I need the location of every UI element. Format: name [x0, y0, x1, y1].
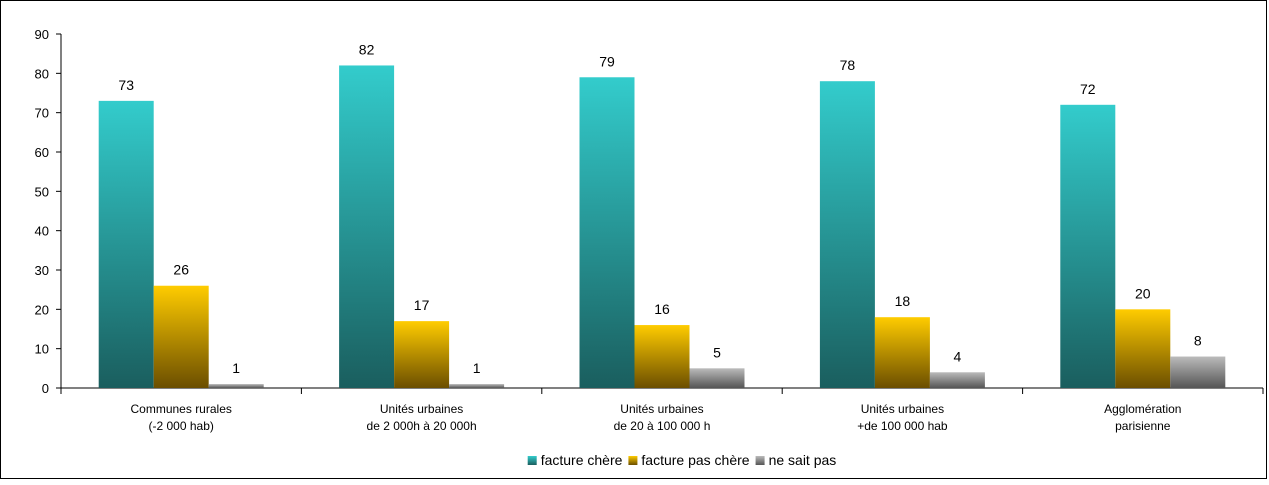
data-label: 79 — [599, 53, 615, 69]
legend-swatch — [527, 456, 537, 465]
x-category-label: de 2 000h à 20 000h — [367, 419, 477, 433]
y-tick-label: 60 — [35, 145, 49, 160]
bar — [1060, 104, 1116, 389]
legend-label: ne sait pas — [769, 452, 837, 468]
data-label: 18 — [895, 293, 911, 309]
data-label: 1 — [232, 360, 240, 376]
bar — [874, 317, 930, 388]
bar — [449, 384, 505, 388]
legend-swatch — [755, 456, 765, 465]
bar — [1115, 309, 1171, 388]
y-tick-label: 40 — [35, 224, 49, 239]
x-category-label: Unités urbaines — [861, 402, 944, 416]
data-label: 20 — [1135, 285, 1151, 301]
bar — [929, 372, 985, 388]
data-label: 82 — [359, 41, 375, 57]
x-category-label: de 20 à 100 000 h — [614, 419, 711, 433]
bar — [1170, 356, 1226, 388]
y-tick-label: 50 — [35, 184, 49, 199]
bar — [153, 285, 209, 388]
x-category-label: Communes rurales — [131, 402, 232, 416]
y-tick-label: 30 — [35, 263, 49, 278]
data-label: 26 — [173, 262, 189, 278]
y-tick-label: 80 — [35, 66, 49, 81]
x-category-label: Unités urbaines — [380, 402, 463, 416]
y-tick-label: 70 — [35, 106, 49, 121]
x-category-label: (-2 000 hab) — [149, 419, 214, 433]
x-category-label: Agglomération — [1104, 402, 1181, 416]
legend-label: facture chère — [541, 452, 623, 468]
data-label: 4 — [954, 348, 962, 364]
bar — [634, 325, 690, 388]
data-label: 73 — [118, 77, 134, 93]
bar — [339, 65, 395, 388]
data-label: 8 — [1194, 333, 1202, 349]
data-label: 17 — [414, 297, 430, 313]
data-labels: 73 26 1 82 17 1 79 16 5 78 18 4 72 20 8 — [118, 41, 1201, 376]
data-label: 72 — [1080, 81, 1096, 97]
bar — [579, 77, 635, 389]
data-label: 78 — [840, 57, 856, 73]
axes: 0 10 20 30 40 50 60 70 80 90 Communes rurales (-2 0… — [35, 27, 1264, 433]
legend-label: facture pas chère — [641, 452, 749, 468]
y-tick-label: 10 — [35, 342, 49, 357]
data-label: 16 — [654, 301, 670, 317]
y-tick-label: 90 — [35, 27, 49, 42]
bar — [689, 368, 745, 388]
bar — [98, 100, 154, 388]
data-label: 5 — [713, 344, 721, 360]
bar — [394, 321, 450, 388]
y-tick-label: 0 — [42, 381, 49, 396]
bar — [208, 384, 264, 388]
bar — [819, 81, 875, 388]
data-label: 1 — [473, 360, 481, 376]
x-category-label: Unités urbaines — [620, 402, 703, 416]
legend-swatch — [628, 456, 638, 465]
x-category-label: parisienne — [1115, 419, 1171, 433]
y-tick-label: 20 — [35, 302, 49, 317]
bars — [98, 65, 1226, 389]
x-category-label: +de 100 000 hab — [857, 419, 948, 433]
legend: facture chère facture pas chère ne sait pa… — [527, 452, 837, 468]
